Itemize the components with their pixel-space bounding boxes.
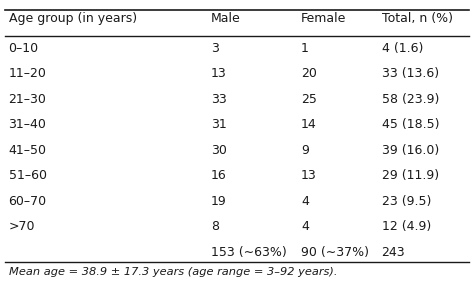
Text: 14: 14	[301, 118, 317, 131]
Text: 243: 243	[382, 246, 405, 259]
Text: 4: 4	[301, 195, 309, 208]
Text: Male: Male	[211, 12, 241, 25]
Text: Total, n (%): Total, n (%)	[382, 12, 453, 25]
Text: 45 (18.5): 45 (18.5)	[382, 118, 439, 131]
Text: 20: 20	[301, 67, 317, 81]
Text: 8: 8	[211, 220, 219, 233]
Text: >70: >70	[9, 220, 35, 233]
Text: 41–50: 41–50	[9, 144, 46, 157]
Text: 51–60: 51–60	[9, 169, 46, 182]
Text: 39 (16.0): 39 (16.0)	[382, 144, 439, 157]
Text: Female: Female	[301, 12, 346, 25]
Text: 153 (∼63%): 153 (∼63%)	[211, 246, 287, 259]
Text: 31–40: 31–40	[9, 118, 46, 131]
Text: 1: 1	[301, 42, 309, 55]
Text: Mean age = 38.9 ± 17.3 years (age range = 3–92 years).: Mean age = 38.9 ± 17.3 years (age range …	[9, 267, 337, 277]
Text: 21–30: 21–30	[9, 93, 46, 106]
Text: 25: 25	[301, 93, 317, 106]
Text: 33 (13.6): 33 (13.6)	[382, 67, 439, 81]
Text: 9: 9	[301, 144, 309, 157]
Text: 0–10: 0–10	[9, 42, 39, 55]
Text: Age group (in years): Age group (in years)	[9, 12, 137, 25]
Text: 3: 3	[211, 42, 219, 55]
Text: 33: 33	[211, 93, 227, 106]
Text: 30: 30	[211, 144, 227, 157]
Text: 4: 4	[301, 220, 309, 233]
Text: 13: 13	[301, 169, 317, 182]
Text: 13: 13	[211, 67, 227, 81]
Text: 29 (11.9): 29 (11.9)	[382, 169, 439, 182]
Text: 58 (23.9): 58 (23.9)	[382, 93, 439, 106]
Text: 16: 16	[211, 169, 227, 182]
Text: 23 (9.5): 23 (9.5)	[382, 195, 431, 208]
Text: 90 (∼37%): 90 (∼37%)	[301, 246, 369, 259]
Text: 4 (1.6): 4 (1.6)	[382, 42, 423, 55]
Text: 19: 19	[211, 195, 227, 208]
Text: 11–20: 11–20	[9, 67, 46, 81]
Text: 31: 31	[211, 118, 227, 131]
Text: 60–70: 60–70	[9, 195, 46, 208]
Text: 12 (4.9): 12 (4.9)	[382, 220, 431, 233]
